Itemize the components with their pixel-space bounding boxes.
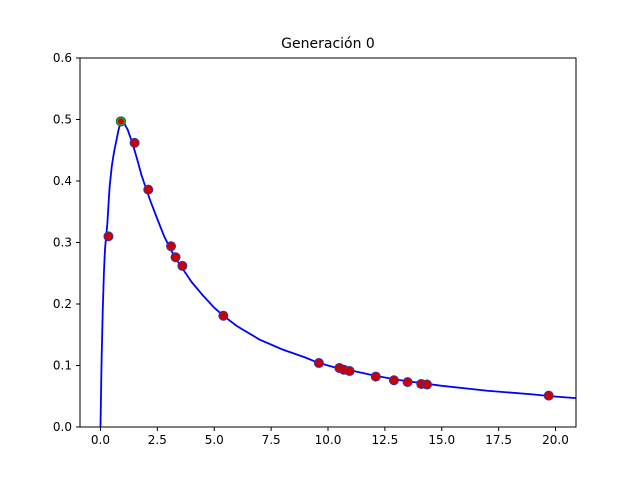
scatter-point — [402, 377, 413, 388]
x-tick-label: 10.0 — [315, 433, 342, 447]
y-tick-label: 0.3 — [53, 236, 72, 250]
scatter-point — [170, 252, 181, 263]
y-tick-label: 0.2 — [53, 297, 72, 311]
scatter-point — [218, 310, 229, 321]
x-tick-label: 7.5 — [262, 433, 281, 447]
y-tick-label: 0.5 — [53, 113, 72, 127]
scatter-point — [166, 241, 177, 252]
scatter-point — [543, 390, 554, 401]
scatter-point — [313, 358, 324, 369]
scatter-point — [370, 371, 381, 382]
x-tick-label: 12.5 — [372, 433, 399, 447]
y-tick-label: 0.0 — [53, 420, 72, 434]
x-tick-label: 17.5 — [485, 433, 512, 447]
x-tick-label: 20.0 — [542, 433, 569, 447]
x-tick-label: 0.0 — [91, 433, 110, 447]
scatter-point — [129, 137, 140, 148]
series-line — [99, 120, 576, 427]
best-point-core — [117, 118, 124, 125]
scatter-point — [344, 366, 355, 377]
scatter-point — [143, 184, 154, 195]
scatter-point — [177, 260, 188, 271]
y-tick-label: 0.1 — [53, 359, 72, 373]
scatter-point — [421, 379, 432, 390]
y-tick-label: 0.6 — [53, 51, 72, 65]
x-tick-label: 15.0 — [428, 433, 455, 447]
x-tick-label: 2.5 — [148, 433, 167, 447]
x-tick-label: 5.0 — [205, 433, 224, 447]
y-tick-label: 0.4 — [53, 174, 72, 188]
scatter-point — [103, 231, 114, 242]
scatter-point — [388, 375, 399, 386]
chart-title: Generación 0 — [281, 36, 375, 52]
